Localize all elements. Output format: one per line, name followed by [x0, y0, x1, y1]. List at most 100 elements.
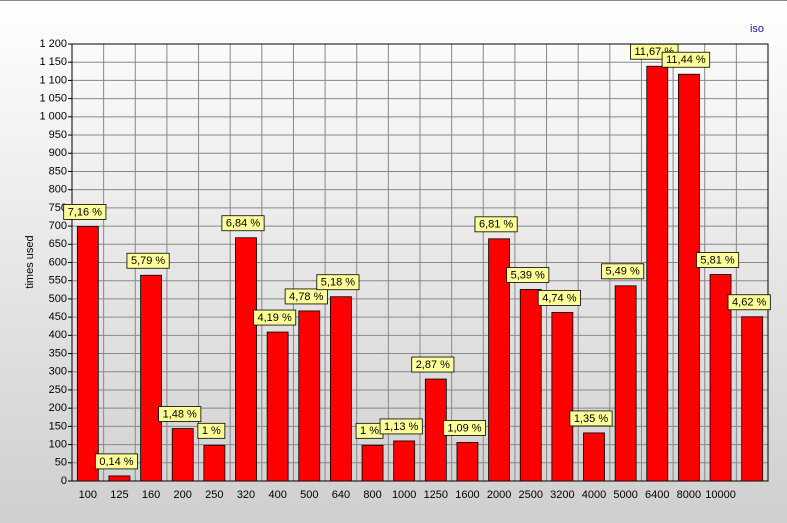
y-tick-label: 150: [49, 420, 67, 432]
y-tick-label: 0: [61, 475, 67, 487]
y-tick-label: 750: [49, 202, 67, 214]
y-tick-label: 1 150: [39, 56, 67, 68]
bar: [646, 65, 669, 482]
x-tick-label: 5000: [613, 489, 637, 501]
bar: [298, 310, 321, 482]
plot-frame: [71, 43, 769, 482]
y-tick-label: 300: [49, 366, 67, 378]
bar: [361, 444, 384, 482]
x-tick-label: 400: [268, 489, 286, 501]
x-tick-label: 1000: [392, 489, 416, 501]
data-label-box: [253, 309, 297, 326]
data-label: 6,84 %: [226, 218, 260, 230]
x-tick-label: 200: [174, 489, 192, 501]
data-label-box: [158, 406, 202, 422]
data-label-box: [197, 422, 226, 439]
y-tick-label: 450: [49, 311, 67, 323]
data-label-box: [379, 418, 423, 435]
data-label: 5,39 %: [511, 269, 545, 281]
x-tick-label: 1250: [424, 489, 448, 501]
y-tick-label: 400: [49, 329, 67, 341]
data-label: 1,09 %: [447, 422, 481, 434]
y-axis-label: times used: [24, 235, 36, 288]
y-tick-label: 650: [49, 238, 67, 250]
data-label: 2,87 %: [416, 359, 450, 371]
x-tick-label: 6400: [645, 489, 669, 501]
data-label: 5,49 %: [606, 266, 640, 278]
data-label: 5,81 %: [700, 254, 734, 266]
data-label-box: [284, 288, 328, 305]
data-label-box: [696, 252, 740, 268]
x-tick-label: 2000: [487, 489, 511, 501]
y-tick-label: 100: [49, 438, 67, 450]
y-tick-label: 500: [49, 293, 67, 305]
bar: [583, 432, 605, 482]
bar: [76, 226, 99, 482]
bar: [330, 296, 352, 482]
bar: [203, 444, 226, 482]
x-tick-label: 250: [205, 489, 223, 501]
bar: [393, 440, 416, 482]
data-label: 5,79 %: [131, 255, 165, 267]
y-tick-label: 950: [49, 129, 67, 141]
x-tick-label: 640: [332, 489, 350, 501]
data-label-box: [537, 289, 581, 306]
x-tick-label: 10000: [705, 489, 736, 501]
data-label-box: [411, 356, 455, 373]
bar: [108, 475, 131, 482]
data-label: 4,74 %: [542, 292, 576, 304]
data-label: 1,48 %: [163, 408, 197, 420]
bar: [266, 331, 289, 482]
y-tick-label: 1 200: [39, 38, 67, 50]
x-tick-label: 4000: [582, 489, 606, 501]
data-label-box: [474, 216, 518, 233]
data-label-box: [601, 263, 645, 280]
x-tick-label: 8000: [677, 489, 701, 501]
data-label-box: [63, 204, 107, 220]
bar: [140, 274, 162, 482]
y-tick-label: 250: [49, 384, 67, 396]
bar: [171, 428, 194, 482]
data-label: 6,81 %: [479, 219, 513, 231]
data-label: 1,35 %: [574, 413, 608, 425]
y-tick-label: 1 050: [39, 93, 67, 105]
x-tick-label: 1600: [455, 489, 479, 501]
data-label: 1 %: [360, 425, 379, 437]
y-tick-label: 1 100: [39, 74, 67, 86]
x-tick-label: 800: [363, 489, 381, 501]
data-label: 5,18 %: [321, 277, 355, 289]
y-tick-label: 1 000: [39, 111, 67, 123]
data-label-box: [727, 294, 771, 311]
y-tick-label: 50: [55, 457, 67, 469]
bar: [456, 441, 479, 482]
data-label-box: [221, 215, 265, 232]
x-tick-label: 3200: [550, 489, 574, 501]
x-tick-label: 160: [142, 489, 160, 501]
bar: [741, 316, 764, 482]
bar: [678, 73, 700, 482]
y-tick-label: 850: [49, 165, 67, 177]
data-label: 4,78 %: [289, 291, 323, 303]
x-tick-label: 320: [237, 489, 255, 501]
data-label-box: [661, 51, 711, 68]
data-label-box: [569, 410, 613, 427]
y-tick-label: 800: [49, 184, 67, 196]
data-label: 1 %: [202, 425, 221, 437]
data-label: 0,14 %: [99, 456, 133, 468]
data-label-box: [126, 252, 170, 269]
data-label-box: [442, 419, 486, 436]
data-label: 4,19 %: [258, 312, 292, 324]
x-tick-label: 2500: [518, 489, 542, 501]
chart-title: iso: [750, 23, 764, 35]
bar: [488, 238, 510, 482]
y-tick-label: 200: [49, 402, 67, 414]
x-tick-label: 500: [300, 489, 318, 501]
data-label-box: [506, 267, 550, 283]
bar: [235, 237, 257, 482]
y-tick-label: 550: [49, 275, 67, 287]
x-tick-label: 100: [79, 489, 97, 501]
bar: [551, 311, 574, 482]
data-label: 1,13 %: [384, 421, 418, 433]
data-label: 4,62 %: [732, 297, 766, 309]
